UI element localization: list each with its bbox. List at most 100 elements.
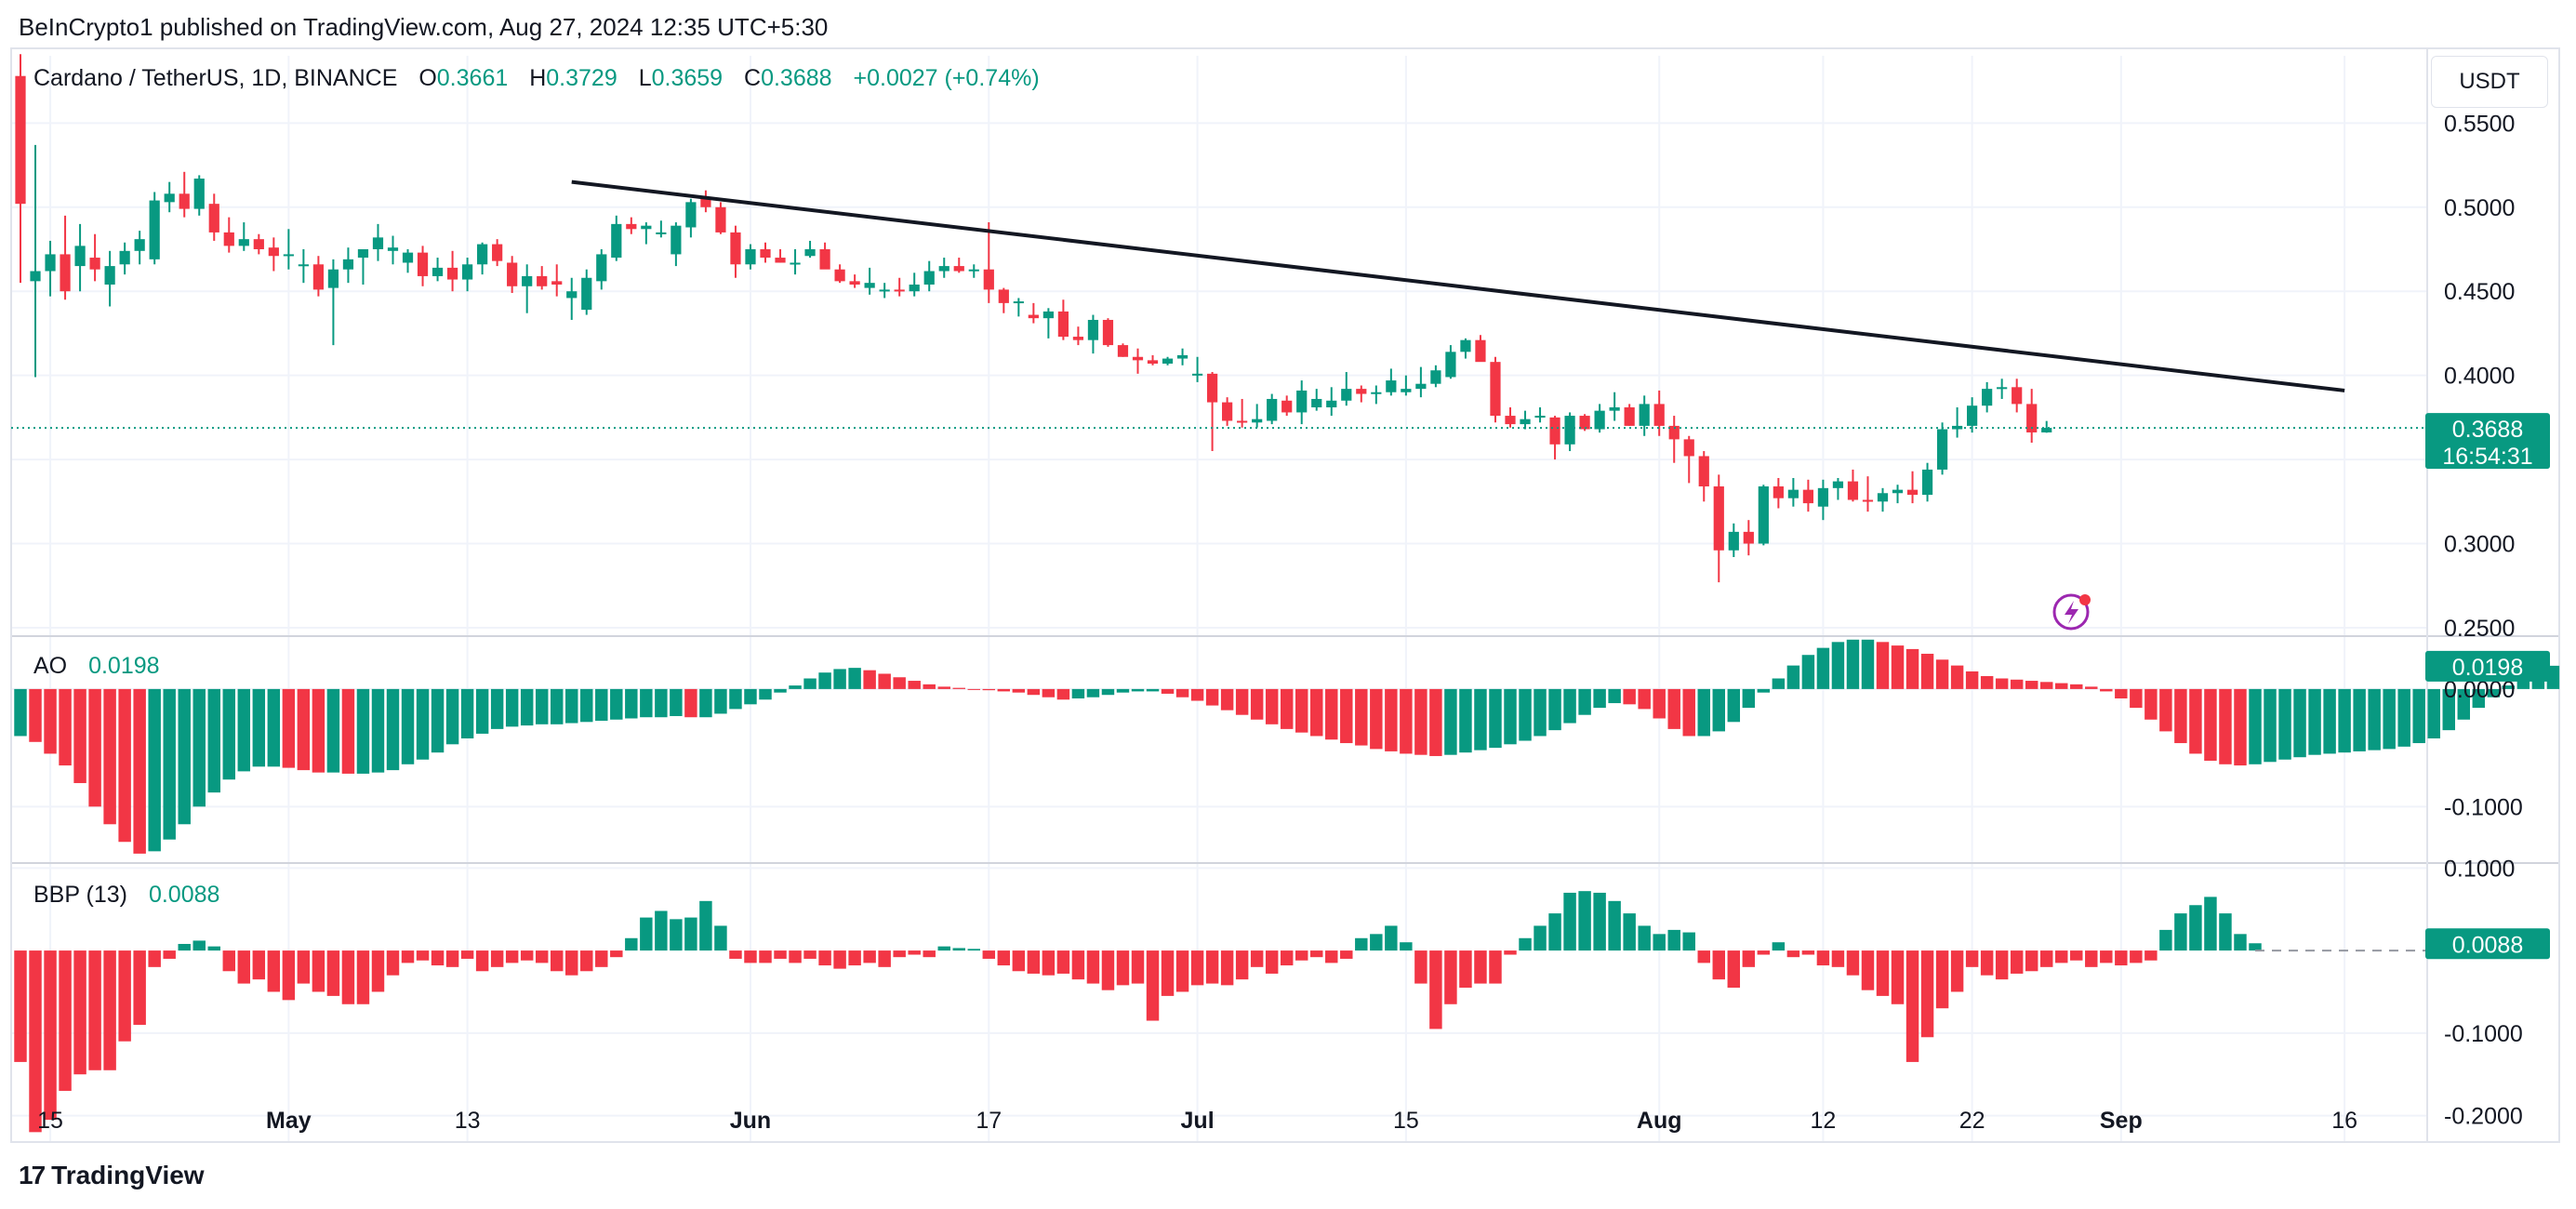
tradingview-brand[interactable]: 17 TradingView [19, 1161, 205, 1190]
bbp-legend[interactable]: BBP (13) 0.0088 [33, 882, 219, 909]
ao-bar [2234, 688, 2247, 766]
candle-body [417, 252, 429, 276]
ao-bar [1519, 688, 1532, 741]
bbp-bar [29, 950, 42, 1133]
ao-bar [1816, 647, 1830, 689]
ao-bar [401, 688, 415, 764]
ao-legend[interactable]: AO 0.0198 [33, 653, 160, 680]
open-value: 0.3661 [436, 65, 509, 91]
bbp-bar [416, 950, 430, 961]
candle-body [119, 250, 130, 265]
candle-body [1967, 405, 1978, 426]
candle-body [387, 247, 399, 251]
candle-body [357, 249, 369, 259]
bbp-bar [1400, 942, 1413, 951]
ao-bar [1593, 688, 1606, 709]
ao-bar [655, 688, 668, 718]
candle-body [1668, 425, 1680, 440]
symbol-legend[interactable]: Cardano / TetherUS, 1D, BINANCE O0.3661 … [33, 65, 1040, 92]
x-tick-label: Jul [1181, 1108, 1215, 1134]
ao-bar [1101, 688, 1115, 696]
ao-badge: 0.0198 [2425, 650, 2550, 682]
candle-body [238, 239, 249, 246]
ao-bar [2100, 688, 2113, 692]
bbp-bar [714, 925, 727, 951]
candle-body [596, 254, 607, 282]
candle-body [909, 284, 920, 292]
bbp-bar [610, 950, 623, 958]
ao-bar [1935, 659, 1949, 689]
ao-bar [1950, 665, 1964, 689]
candle-body [1951, 425, 1963, 430]
ao-bar [729, 688, 742, 710]
bbp-bar [1786, 950, 1800, 958]
ao-bar [2323, 688, 2336, 754]
ao-bar [803, 678, 817, 689]
bbp-bar [1429, 950, 1442, 1030]
ao-bar [878, 673, 891, 689]
alert-lightning-icon[interactable] [2052, 593, 2091, 631]
bbp-bar [193, 940, 206, 951]
ao-bar [1459, 688, 1472, 753]
bbp-bar [982, 950, 996, 959]
ao-bar [1071, 688, 1085, 699]
candle-body [581, 277, 592, 311]
bbp-bar [445, 950, 459, 967]
currency-selector[interactable]: USDT [2431, 56, 2548, 108]
ao-bar [1250, 688, 1264, 720]
candle-body [268, 247, 279, 257]
ao-bar [1444, 688, 1457, 755]
bbp-bar [2055, 950, 2068, 963]
bbp-bar [312, 950, 325, 992]
trendline-layer[interactable] [571, 179, 2345, 392]
candle-body [983, 269, 994, 290]
bbp-bar [997, 950, 1011, 966]
chart-frame [10, 47, 2560, 1143]
bbp-bar [44, 950, 57, 1121]
bbp-bar [1131, 950, 1145, 984]
resistance-trendline[interactable] [571, 179, 2345, 392]
ao-bar [2055, 683, 2068, 689]
ao-bar [1325, 688, 1338, 740]
ao-bar [1891, 645, 1905, 689]
bbp-bar [2100, 950, 2113, 963]
time-axis[interactable]: 15 May 13 Jun 17 Jul 15 Aug 12 22 Sep 16 [37, 1108, 2357, 1134]
bbp-bar [2130, 950, 2143, 963]
candle-body [1386, 380, 1397, 392]
candle-body [551, 281, 563, 285]
candle-body [626, 223, 637, 230]
price-axis[interactable]: 0.2500 0.3000 0.4000 0.4500 0.5000 0.5500 0.00… [2444, 111, 2523, 1129]
ao-bar [1027, 688, 1041, 696]
bbp-bar [535, 950, 549, 963]
ao-bar [133, 688, 146, 854]
ao-bar [2457, 688, 2471, 720]
bbp-bar [1340, 950, 1353, 959]
ao-bar [1116, 688, 1130, 693]
ao-bar [1608, 688, 1621, 704]
candle-body [2041, 428, 2052, 432]
ao-bar [550, 688, 564, 724]
candle-body [164, 193, 175, 203]
ao-bar [73, 688, 86, 784]
ao-bar [193, 688, 206, 807]
ao-bar [44, 688, 57, 754]
bbp-bar [1071, 950, 1085, 980]
ao-bar [1786, 665, 1800, 689]
candle-body [938, 266, 949, 272]
candle-body [1267, 398, 1278, 421]
ao-bar [163, 688, 176, 840]
ao-bar [2502, 685, 2516, 689]
bbp-tick-label: 0.1000 [2444, 856, 2515, 882]
bbp-value: 0.0088 [148, 882, 220, 908]
candle-body [30, 271, 41, 282]
candle-body [432, 267, 444, 276]
bbp-bar [550, 950, 564, 972]
bbp-bar [1086, 950, 1100, 984]
bbp-bar [163, 950, 176, 959]
candle-body [1057, 311, 1069, 338]
ao-bar [2174, 688, 2187, 744]
bbp-bar [1385, 925, 1398, 951]
ao-bar [2204, 688, 2217, 762]
bbp-bar [908, 950, 921, 955]
